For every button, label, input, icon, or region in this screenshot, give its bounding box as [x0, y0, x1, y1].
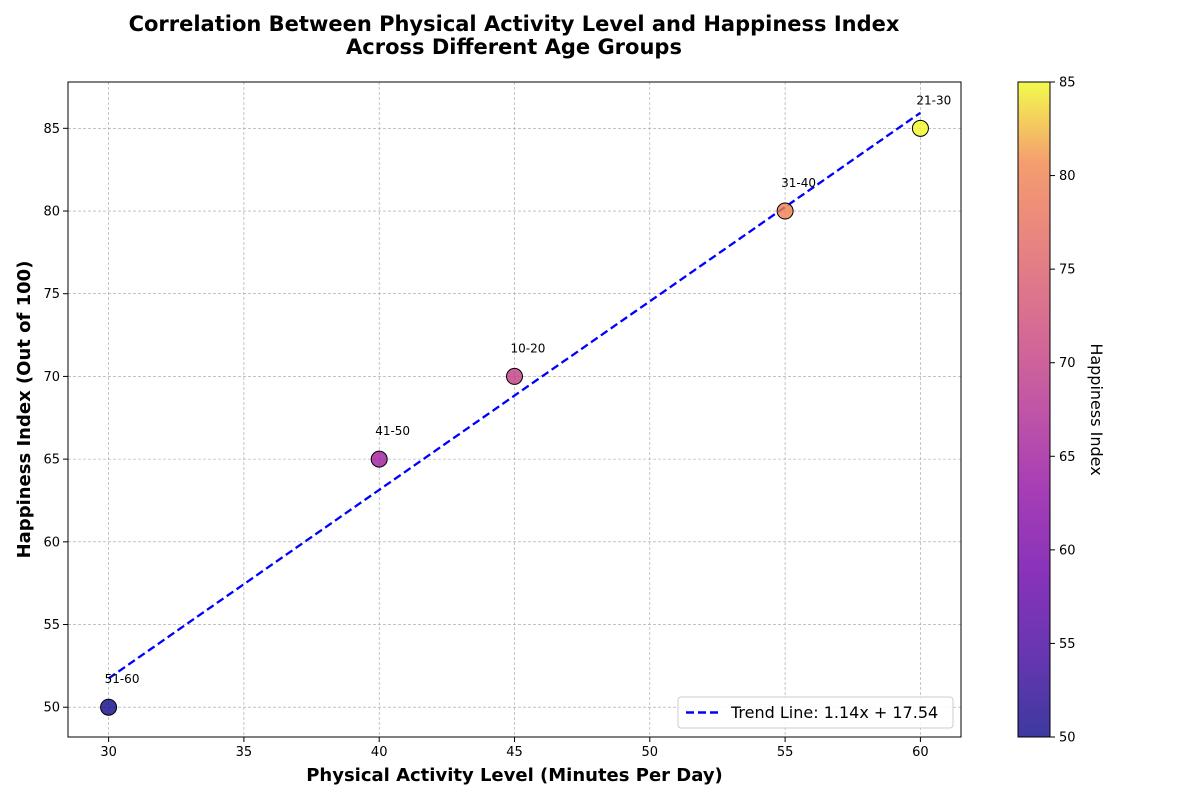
points-layer: 10-20 21-30 31-40 41-50 51-60	[100, 93, 951, 716]
colorbar-tick-label: 80	[1059, 169, 1076, 184]
colorbar-tick-label: 75	[1059, 263, 1076, 278]
data-point	[911, 119, 929, 137]
colorbar-tick-label: 85	[1059, 76, 1076, 91]
y-tick-label: 65	[43, 453, 60, 468]
y-tick-label: 70	[43, 370, 60, 385]
x-tick-label: 35	[236, 745, 253, 760]
point-label: 10-20	[511, 341, 546, 355]
chart-title-line-1: Correlation Between Physical Activity Le…	[129, 12, 900, 36]
data-point	[776, 202, 794, 220]
y-tick-label: 80	[43, 205, 60, 220]
y-tick-label: 55	[43, 618, 60, 633]
trend-line-layer	[107, 111, 922, 680]
chart-title-line-2: Across Different Age Groups	[346, 35, 682, 59]
legend: Trend Line: 1.14x + 17.54	[677, 696, 954, 729]
legend-trend-line-label: Trend Line: 1.14x + 17.54	[730, 703, 938, 722]
point-label: 21-30	[916, 93, 951, 107]
data-point	[370, 450, 388, 468]
grid	[68, 82, 961, 737]
data-point	[100, 698, 118, 716]
x-tick-label: 60	[912, 745, 929, 760]
x-axis-label: Physical Activity Level (Minutes Per Day…	[306, 765, 723, 786]
y-tick-label: 60	[43, 535, 60, 550]
colorbar-tick-label: 60	[1059, 543, 1076, 558]
y-axis-label: Happiness Index (Out of 100)	[14, 261, 35, 559]
x-tick-label: 50	[642, 745, 659, 760]
plot-area-frame	[67, 81, 962, 738]
legend-box	[677, 696, 954, 729]
colorbar-ticks: 50 55 60 65 70 75 80 85	[1050, 76, 1076, 746]
colorbar-tick-label: 50	[1059, 731, 1076, 746]
point-label: 31-40	[781, 176, 816, 190]
trend-line	[107, 111, 922, 680]
colorbar: 50 55 60 65 70 75 80 85 Happiness Index	[1017, 76, 1106, 746]
data-point	[506, 367, 523, 385]
colorbar-label: Happiness Index	[1087, 343, 1106, 475]
x-tick-label: 30	[100, 745, 117, 760]
colorbar-gradient	[1017, 81, 1051, 738]
point-label: 41-50	[375, 424, 410, 438]
axis-ticks: 30 35 40 45 50 55 60 50 55 60 65 70 75 80 85	[43, 122, 928, 760]
y-tick-label: 85	[43, 122, 60, 137]
colorbar-tick-label: 55	[1059, 637, 1076, 652]
colorbar-tick-label: 65	[1059, 450, 1076, 465]
x-tick-label: 55	[777, 745, 794, 760]
x-tick-label: 45	[506, 745, 523, 760]
y-tick-label: 75	[43, 287, 60, 302]
colorbar-tick-label: 70	[1059, 356, 1076, 371]
y-tick-label: 50	[43, 701, 60, 716]
point-label: 51-60	[105, 672, 140, 686]
x-tick-label: 40	[371, 745, 388, 760]
